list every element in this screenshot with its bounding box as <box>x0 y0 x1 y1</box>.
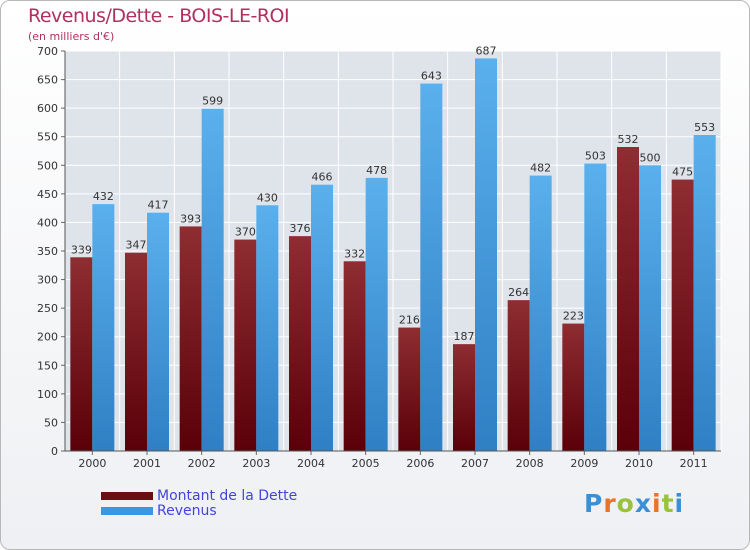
data-label: 332 <box>344 247 365 260</box>
y-tick-label: 700 <box>37 45 58 58</box>
bar-revenus <box>693 135 716 451</box>
legend-swatch-revenus <box>101 507 153 515</box>
data-label: 687 <box>476 44 497 57</box>
data-label: 466 <box>312 171 333 184</box>
bar-dette <box>453 344 475 451</box>
y-tick-label: 250 <box>37 302 58 315</box>
x-tick-label: 2000 <box>78 457 106 470</box>
bar-dette <box>179 226 202 451</box>
legend-label-debt: Montant de la Dette <box>157 488 298 504</box>
x-tick-label: 2004 <box>297 457 325 470</box>
y-tick-label: 150 <box>37 359 58 372</box>
data-label: 500 <box>640 151 661 164</box>
x-tick-label: 2010 <box>625 457 653 470</box>
bar-dette <box>562 323 585 451</box>
x-tick-label: 2007 <box>461 457 489 470</box>
y-tick-label: 200 <box>37 331 58 344</box>
bar-revenus <box>420 83 443 452</box>
bar-dette <box>234 239 257 451</box>
y-tick-label: 600 <box>37 102 58 115</box>
bar-revenus <box>201 108 224 451</box>
y-tick-label: 0 <box>51 445 58 458</box>
bar-revenus <box>475 58 497 452</box>
logo-letter: t <box>661 489 675 518</box>
legend-swatch-debt <box>101 492 153 500</box>
y-tick-label: 300 <box>37 274 58 287</box>
bar-revenus <box>639 165 661 452</box>
logo-letter: x <box>634 489 652 518</box>
chart-subtitle: (en milliers d'€) <box>28 30 115 43</box>
x-tick-label: 2006 <box>406 457 434 470</box>
bar-dette <box>343 261 366 451</box>
x-tick-label: 2009 <box>570 457 598 470</box>
data-label: 432 <box>93 190 114 203</box>
logo-letter: o <box>616 489 635 518</box>
y-tick-label: 400 <box>37 216 58 229</box>
data-label: 553 <box>694 121 715 134</box>
y-tick-label: 550 <box>37 131 58 144</box>
logo-letter: i <box>652 489 662 518</box>
bar-revenus <box>92 204 115 451</box>
bar-dette <box>125 252 147 451</box>
proxiti-logo: Proxiti <box>584 489 684 518</box>
x-tick-label: 2008 <box>516 457 544 470</box>
bar-dette <box>398 327 421 451</box>
y-tick-label: 50 <box>44 416 58 429</box>
logo-letter: i <box>674 489 685 518</box>
y-tick-label: 650 <box>37 74 58 87</box>
bar-dette <box>671 179 694 452</box>
data-label: 347 <box>126 239 147 252</box>
x-tick-label: 2003 <box>242 457 270 470</box>
x-tick-label: 2005 <box>352 457 380 470</box>
bar-revenus <box>529 175 552 452</box>
legend-label-revenus: Revenus <box>157 503 217 519</box>
data-label: 187 <box>454 330 475 343</box>
data-label: 599 <box>202 95 223 108</box>
data-label: 376 <box>290 222 311 235</box>
bar-revenus <box>256 205 279 451</box>
data-label: 417 <box>148 199 169 212</box>
data-label: 264 <box>508 286 529 299</box>
bar-dette <box>289 236 311 451</box>
data-label: 370 <box>235 226 256 239</box>
data-label: 643 <box>421 70 442 83</box>
y-tick-label: 500 <box>37 159 58 172</box>
chart-title: Revenus/Dette - BOIS-LE-ROI <box>28 5 290 27</box>
data-label: 223 <box>563 310 584 323</box>
y-tick-label: 100 <box>37 388 58 401</box>
data-label: 478 <box>366 164 387 177</box>
bar-revenus <box>147 212 169 451</box>
bar-dette <box>617 147 639 451</box>
data-label: 532 <box>618 133 639 146</box>
bar-dette <box>70 257 93 451</box>
bar-revenus <box>311 184 333 451</box>
bar-revenus <box>584 163 607 452</box>
data-label: 393 <box>180 212 201 225</box>
data-label: 503 <box>585 150 606 163</box>
data-label: 475 <box>672 166 693 179</box>
x-tick-label: 2011 <box>680 457 708 470</box>
x-tick-label: 2002 <box>188 457 216 470</box>
x-tick-label: 2001 <box>133 457 161 470</box>
data-label: 216 <box>399 314 420 327</box>
data-label: 339 <box>71 243 92 256</box>
bar-dette <box>507 300 530 451</box>
logo-letter: P <box>584 489 604 518</box>
data-label: 482 <box>530 162 551 175</box>
logo-letter: r <box>603 489 617 518</box>
y-tick-label: 350 <box>37 245 58 258</box>
bar-revenus <box>365 177 388 451</box>
y-tick-label: 450 <box>37 188 58 201</box>
data-label: 430 <box>257 191 278 204</box>
